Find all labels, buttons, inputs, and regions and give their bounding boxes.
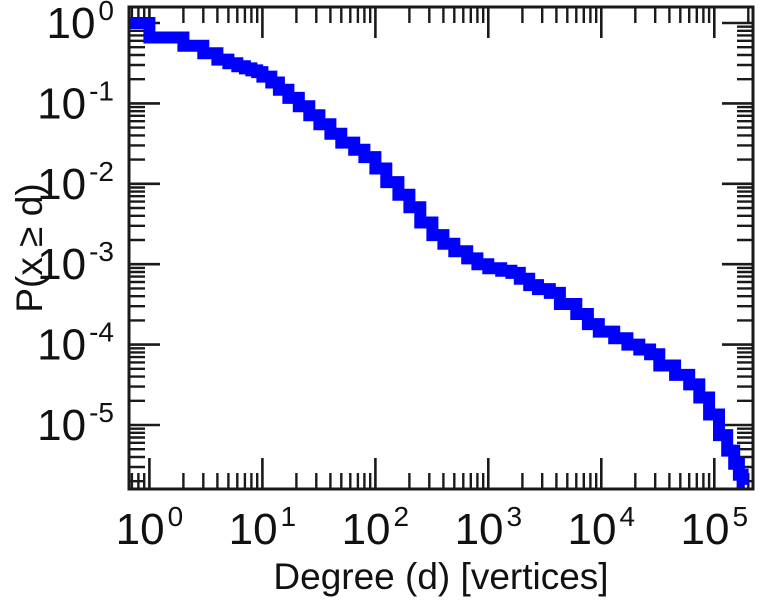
y-axis-title: P(x ≥ d) [9,183,50,312]
y-tick-label-0: 10 0 [46,0,114,48]
x-tick-label-3: 10 3 [455,501,523,554]
x-tick-label-1: 10 1 [229,501,297,554]
major-ticks [129,7,753,489]
data-series-layer [129,17,749,488]
axis-ticks [129,7,753,489]
plot-frame [127,5,755,491]
plot-border [127,5,755,491]
x-tick-label-2: 10 2 [342,501,410,554]
x-tick-label-4: 10 4 [568,501,636,554]
x-tick-label-5: 10 5 [681,501,749,554]
x-tick-label-0: 10 0 [116,501,184,554]
y-tick-label--5: 10 -5 [37,397,114,450]
y-tick-label--3: 10 -3 [37,236,114,289]
y-tick-label--4: 10 -4 [37,317,114,370]
tick-labels: 10 0 10 1 10 2 10 3 10 4 10 5 10 0 10 -1 10 -2 10 -3 10 -4 10-… [37,0,748,554]
y-tick-label--1: 10 -1 [37,75,114,128]
ccdf-curve [129,17,749,488]
y-tick-label--2: 10 -2 [37,156,114,209]
minor-ticks [129,7,753,489]
x-axis-title: Degree (d) [vertices] [273,556,608,597]
